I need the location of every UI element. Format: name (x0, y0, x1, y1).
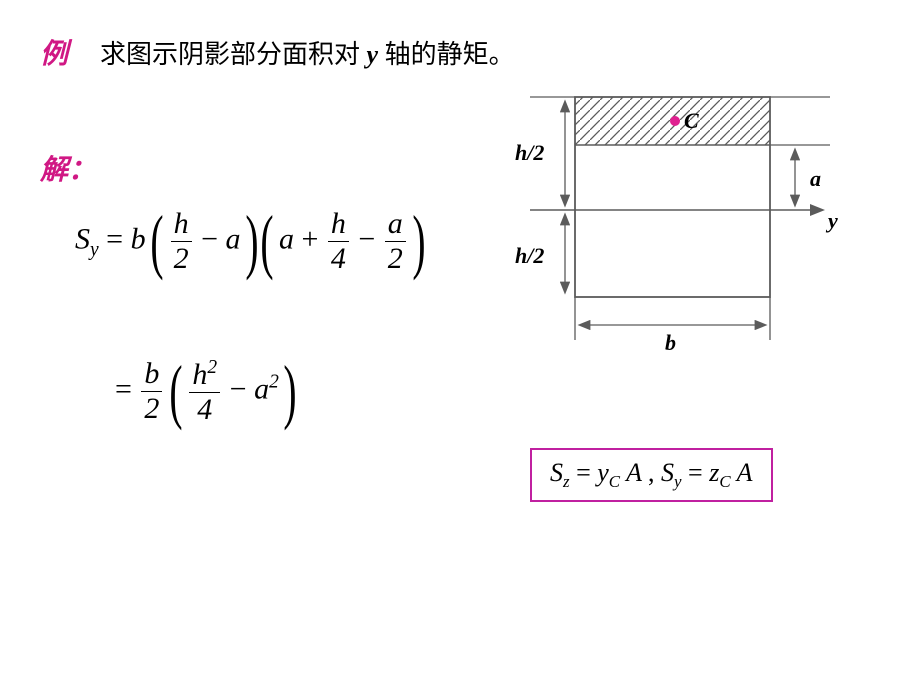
example-label: 例 (40, 32, 68, 72)
solution-label: 解： (40, 148, 96, 188)
label-y: y (828, 208, 838, 234)
label-h2-top: h/2 (515, 140, 544, 166)
equation-1: Sy = b ( h2 − a ) ( a + h4 − a2 ) (75, 200, 423, 283)
label-b: b (665, 330, 676, 356)
label-C: C (684, 108, 699, 134)
problem-statement: 求图示阴影部分面积对 y 轴的静矩。 (100, 34, 515, 71)
label-a: a (810, 166, 821, 192)
equation-2: = b2 ( h24 − a2 ) (115, 350, 294, 433)
centroid-point (670, 116, 680, 126)
formula-box: Sz = yC A , Sy = zC A (530, 448, 773, 502)
label-h2-bot: h/2 (515, 243, 544, 269)
cross-section-diagram: h/2 h/2 C a y b (520, 90, 860, 350)
